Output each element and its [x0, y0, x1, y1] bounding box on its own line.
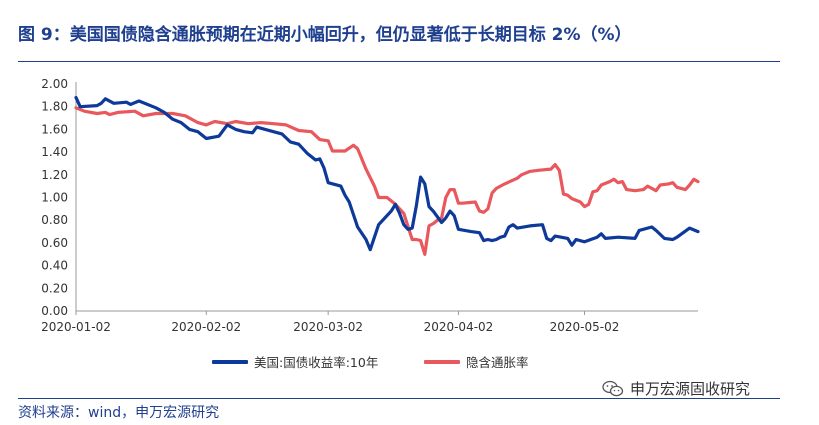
y-tick-label: 1.80	[41, 100, 68, 114]
watermark-text: 申万宏源固收研究	[630, 380, 751, 398]
x-tick-label: 2020-03-02	[293, 320, 363, 334]
x-axis: 2020-01-02 2020-02-02 2020-03-02 2020-04-02…	[41, 310, 698, 334]
series-line-implied-inflation	[74, 106, 700, 256]
y-tick-label: 0.40	[41, 259, 68, 273]
chart-title: 图 9：美国国债隐含通胀预期在近期小幅回升，但仍显著低于长期目标 2%（%）	[18, 25, 632, 45]
y-tick-label: 0.80	[41, 213, 68, 227]
y-tick-label: 1.40	[41, 145, 68, 159]
source-divider	[18, 398, 780, 399]
y-tick-label: 0.60	[41, 236, 68, 250]
source-note: 资料来源：wind，申万宏源研究	[18, 405, 220, 421]
wechat-icon	[602, 380, 624, 396]
line-chart: 0.00 0.20 0.40 0.60 0.80 1.00 1.20 1.40 1.60 1.80…	[41, 77, 700, 334]
watermark: 申万宏源固收研究	[602, 378, 750, 399]
x-tick-label: 2020-02-02	[171, 320, 241, 334]
y-tick-label: 0.00	[41, 304, 68, 318]
legend-item-yield: 美国:国债收益率:10年	[212, 352, 378, 371]
x-tick-label: 2020-04-02	[424, 320, 494, 334]
y-tick-label: 1.20	[41, 168, 68, 182]
title-divider	[18, 61, 780, 62]
legend-swatch-inflation	[424, 359, 460, 364]
legend-item-inflation: 隐含通胀率	[424, 352, 529, 371]
legend-label-inflation: 隐含通胀率	[466, 355, 529, 370]
y-axis: 0.00 0.20 0.40 0.60 0.80 1.00 1.20 1.40 1.60 1.80…	[41, 77, 77, 318]
y-tick-label: 2.00	[41, 77, 68, 91]
legend-swatch-yield	[212, 359, 248, 364]
x-tick-label: 2020-01-02	[41, 320, 111, 334]
x-tick-label: 2020-05-02	[550, 320, 620, 334]
series-lines	[74, 96, 700, 256]
y-tick-label: 1.00	[41, 191, 68, 205]
y-tick-label: 0.20	[41, 281, 68, 295]
series-line-treasury-yield	[74, 96, 700, 252]
legend-label-yield: 美国:国债收益率:10年	[254, 355, 379, 370]
y-tick-label: 1.60	[41, 122, 68, 136]
